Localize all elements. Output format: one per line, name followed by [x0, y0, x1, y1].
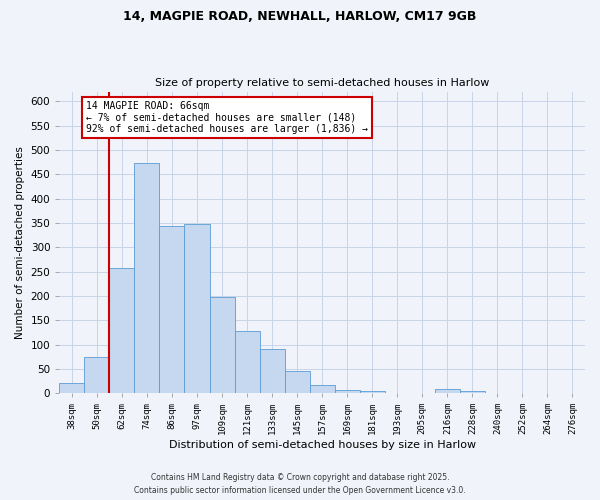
Text: 14, MAGPIE ROAD, NEWHALL, HARLOW, CM17 9GB: 14, MAGPIE ROAD, NEWHALL, HARLOW, CM17 9… [124, 10, 476, 23]
Bar [209, 297, 235, 393]
Bar [335, 390, 360, 393]
Bar [310, 385, 335, 393]
Text: 14 MAGPIE ROAD: 66sqm
← 7% of semi-detached houses are smaller (148)
92% of semi: 14 MAGPIE ROAD: 66sqm ← 7% of semi-detac… [86, 100, 368, 134]
Title: Size of property relative to semi-detached houses in Harlow: Size of property relative to semi-detach… [155, 78, 490, 88]
Bar [184, 224, 209, 393]
X-axis label: Distribution of semi-detached houses by size in Harlow: Distribution of semi-detached houses by … [169, 440, 476, 450]
Bar [235, 332, 260, 393]
Y-axis label: Number of semi-detached properties: Number of semi-detached properties [15, 146, 25, 339]
Bar [109, 268, 134, 393]
Bar [435, 390, 460, 393]
Bar [360, 390, 385, 393]
Bar [59, 384, 85, 393]
Bar [460, 391, 485, 393]
Bar [134, 163, 160, 393]
Text: Contains HM Land Registry data © Crown copyright and database right 2025.
Contai: Contains HM Land Registry data © Crown c… [134, 474, 466, 495]
Bar [284, 371, 310, 393]
Bar [260, 350, 284, 393]
Bar [85, 356, 109, 393]
Bar [160, 226, 184, 393]
